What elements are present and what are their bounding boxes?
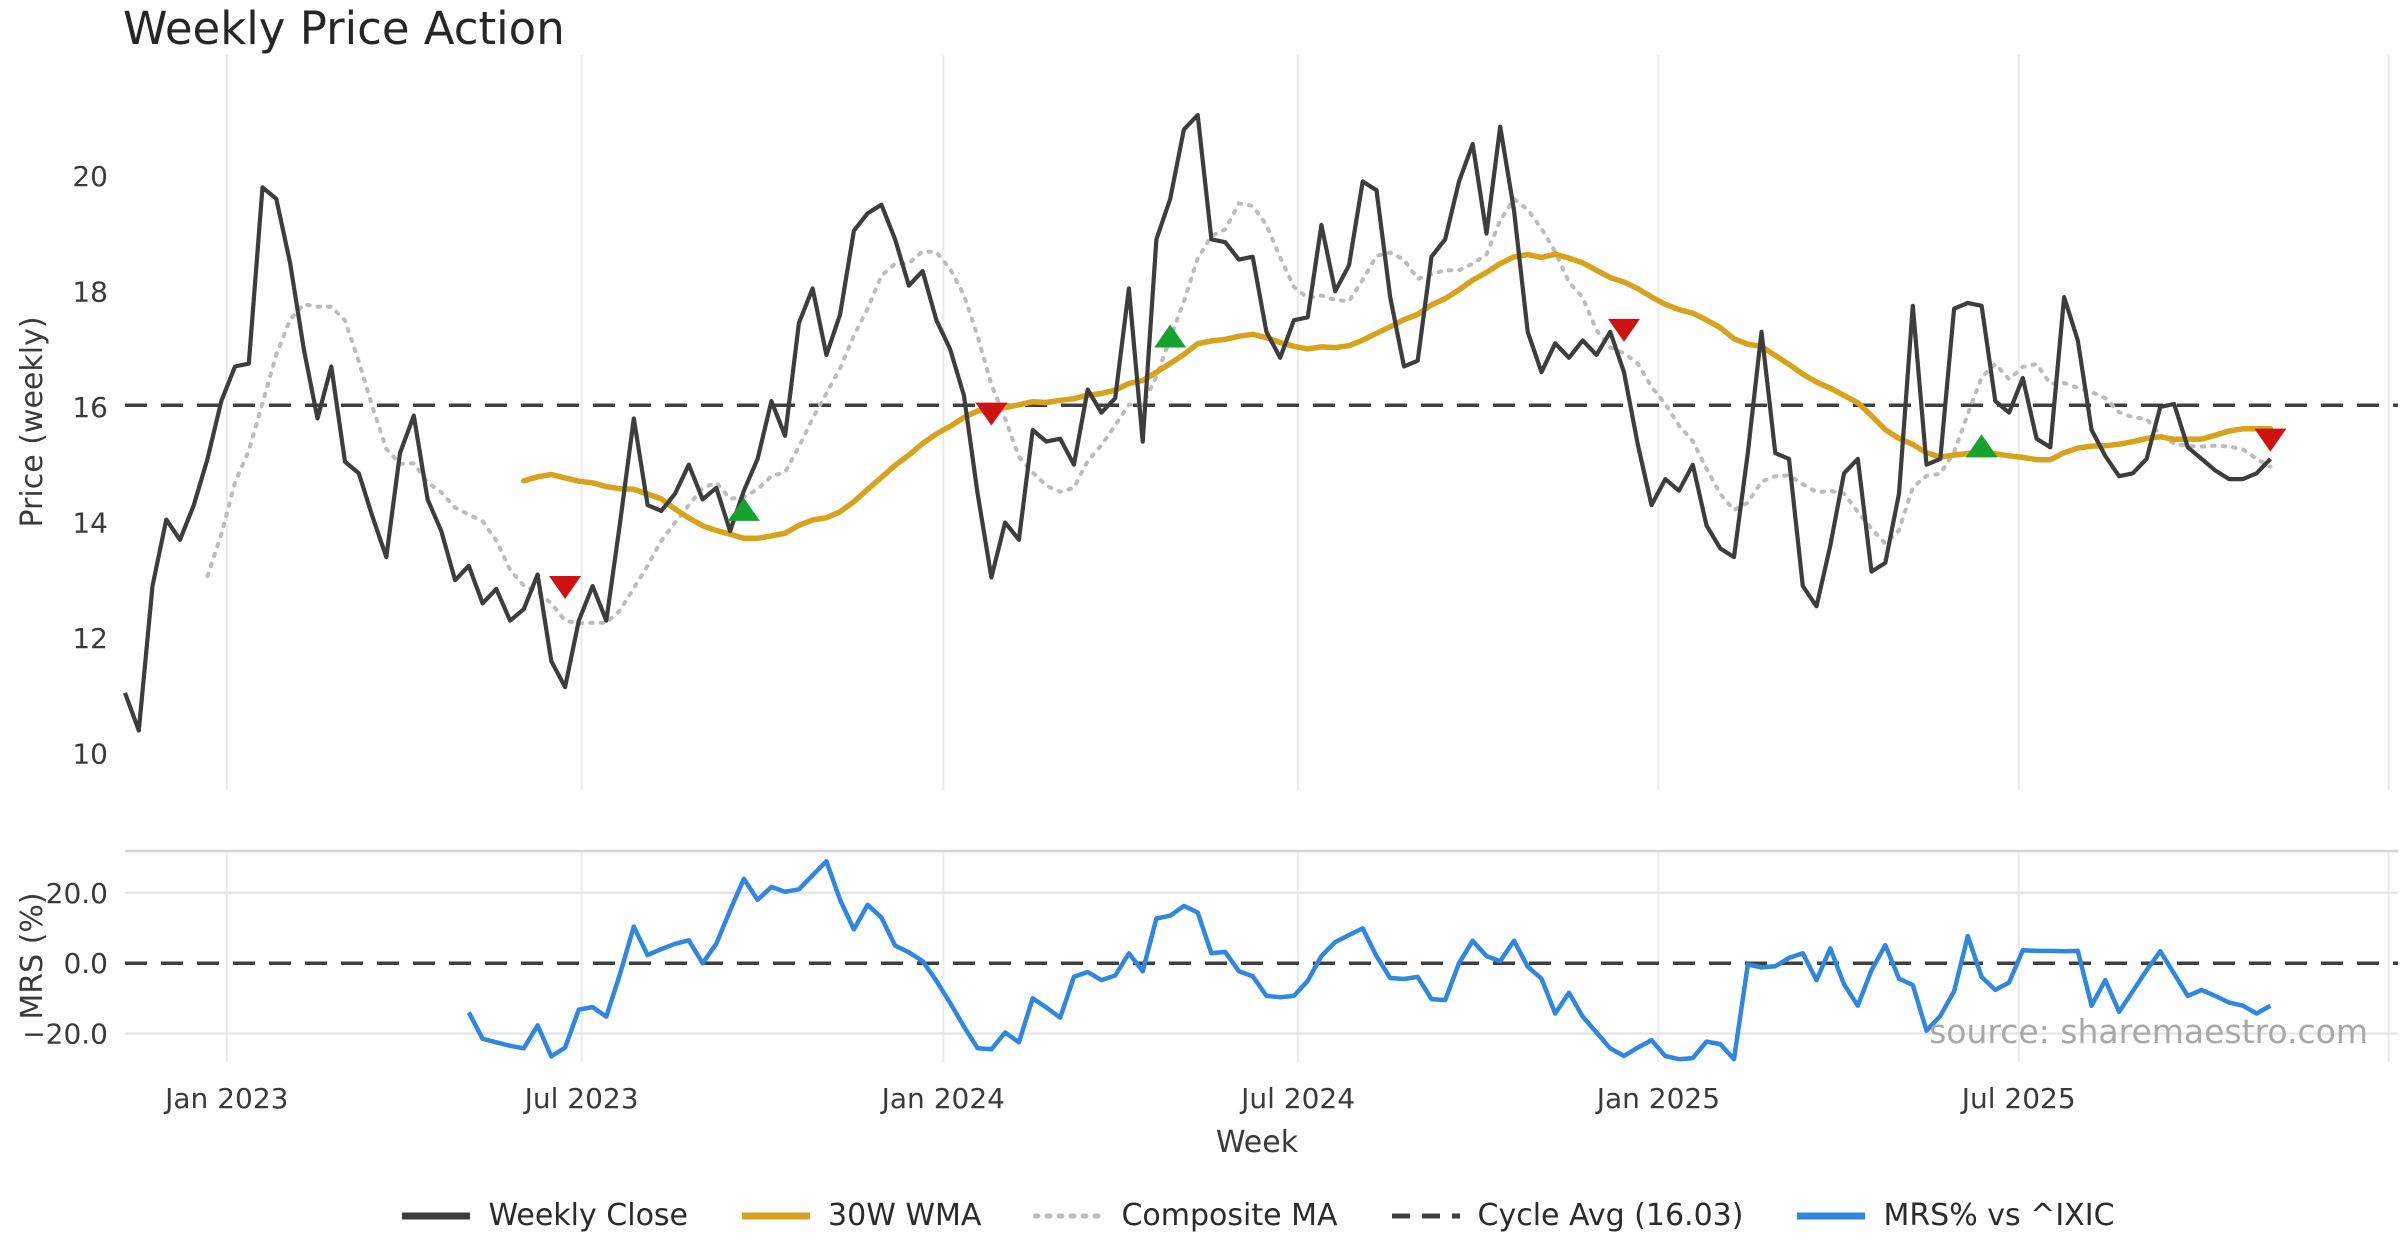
legend-item: 30W WMA	[740, 1198, 981, 1233]
price-tick-label: 14	[72, 507, 108, 540]
sell-marker-icon	[549, 576, 582, 600]
x-tick-label: Jul 2024	[1239, 1082, 1355, 1115]
legend-label: Weekly Close	[488, 1198, 689, 1233]
axis-layer: Price (weekly) MRS (%) Week Jan 2023 Jul …	[15, 160, 2076, 1160]
composite-ma-line	[205, 195, 2273, 626]
legend-item: MRS% vs ^IXIC	[1795, 1198, 2115, 1233]
x-tick-label: Jul 2023	[523, 1082, 639, 1115]
sell-marker-icon	[975, 402, 1008, 426]
legend-label: Composite MA	[1121, 1198, 1338, 1233]
x-tick-label: Jan 2025	[1595, 1082, 1720, 1115]
sell-marker-icon	[2254, 428, 2287, 452]
buy-marker-icon	[1965, 434, 1998, 458]
legend-swatch-icon	[1391, 1213, 1460, 1218]
sell-marker-icon	[1607, 318, 1640, 342]
price-axis-label: Price (weekly)	[15, 316, 50, 527]
legend-swatch-icon	[742, 1212, 811, 1219]
buy-marker-icon	[727, 497, 760, 521]
weekly-close-line	[123, 113, 2272, 733]
buy-marker-icon	[1154, 324, 1187, 348]
legend-swatch-icon	[1033, 1213, 1106, 1218]
legend-item: Weekly Close	[400, 1198, 688, 1233]
legend-label: MRS% vs ^IXIC	[1883, 1198, 2115, 1233]
mrs-tick-label: −20.0	[22, 1018, 108, 1051]
grid-layer	[125, 55, 2398, 1062]
price-tick-label: 12	[72, 622, 108, 655]
source-note: source: sharemaestro.com	[1929, 1012, 2368, 1051]
x-axis-label: Week	[1216, 1125, 1299, 1160]
mrs-tick-label: 0.0	[63, 947, 108, 980]
legend-item: Cycle Avg (16.03)	[1390, 1198, 1744, 1233]
mrs-tick-label: 20.0	[46, 877, 108, 910]
mrs-line	[466, 858, 2272, 1062]
x-tick-label: Jan 2024	[880, 1082, 1005, 1115]
legend-label: 30W WMA	[828, 1198, 982, 1233]
legend-swatch-icon	[1797, 1212, 1866, 1219]
legend-swatch-icon	[402, 1212, 471, 1219]
price-tick-label: 16	[72, 391, 108, 424]
x-tick-label: Jul 2025	[1960, 1082, 2076, 1115]
legend: Weekly Close 30W WMA Composite MA Cycle Avg…	[125, 1198, 2390, 1233]
price-tick-label: 20	[72, 160, 108, 193]
legend-item: Composite MA	[1033, 1198, 1338, 1233]
mrs-axis-label: MRS (%)	[15, 892, 50, 1019]
series-layer	[123, 113, 2398, 1062]
price-tick-label: 10	[72, 738, 108, 771]
legend-label: Cycle Avg (16.03)	[1477, 1198, 1744, 1233]
chart-title: Weekly Price Action	[123, 2, 565, 55]
price-tick-label: 18	[72, 275, 108, 308]
wma-30w-line	[521, 251, 2274, 542]
x-tick-label: Jan 2023	[163, 1082, 288, 1115]
